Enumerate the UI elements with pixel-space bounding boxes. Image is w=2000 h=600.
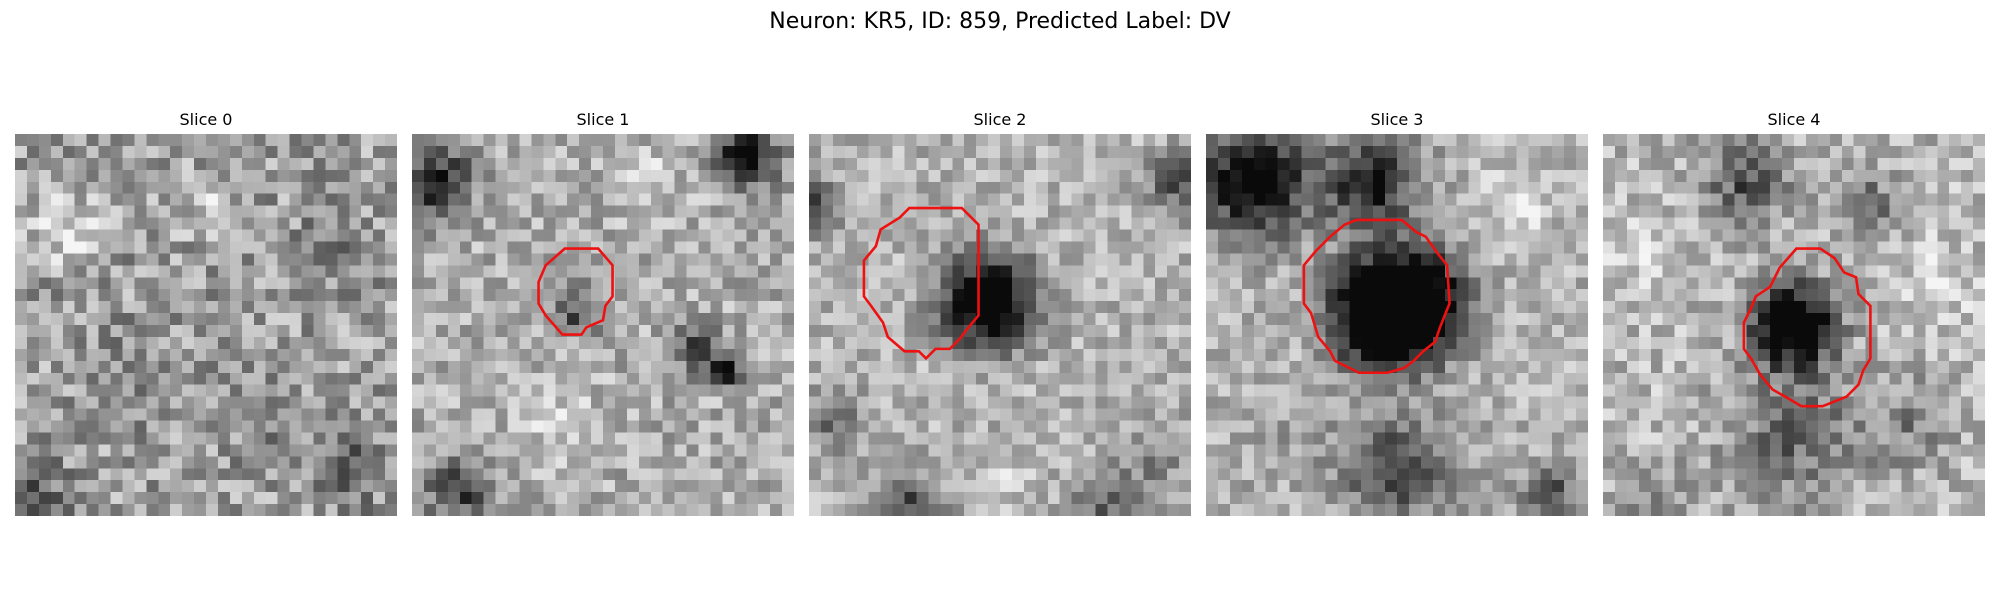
- slice-title-1: Slice 1: [412, 110, 794, 134]
- slice-image-3: [1206, 134, 1588, 516]
- figure-title: Neuron: KR5, ID: 859, Predicted Label: D…: [0, 8, 2000, 36]
- slice-panel-3: Slice 3: [1206, 110, 1588, 516]
- slice-panel-0: Slice 0: [15, 110, 397, 516]
- slice-title-0: Slice 0: [15, 110, 397, 134]
- slice-panel-1: Slice 1: [412, 110, 794, 516]
- slice-title-2: Slice 2: [809, 110, 1191, 134]
- slice-title-4: Slice 4: [1603, 110, 1985, 134]
- slice-image-1: [412, 134, 794, 516]
- slice-panel-2: Slice 2: [809, 110, 1191, 516]
- slice-image-4: [1603, 134, 1985, 516]
- slice-image-0: [15, 134, 397, 516]
- slice-panel-4: Slice 4: [1603, 110, 1985, 516]
- slice-title-3: Slice 3: [1206, 110, 1588, 134]
- slice-image-2: [809, 134, 1191, 516]
